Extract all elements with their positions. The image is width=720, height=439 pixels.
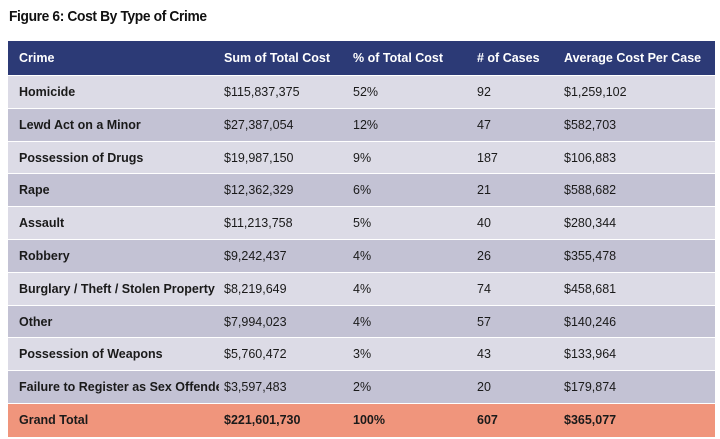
sum-cost-cell: $8,219,649 bbox=[224, 281, 287, 296]
grand-total-average-cost: $365,077 bbox=[564, 412, 617, 427]
table-row: Rape $12,362,329 6% 21 $588,682 bbox=[8, 174, 715, 208]
sum-cost-cell: $11,213,758 bbox=[224, 216, 293, 231]
grand-total-row: Grand Total $221,601,730 100% 607 $365,0… bbox=[8, 403, 715, 437]
sum-cost-cell: $27,387,054 bbox=[224, 117, 294, 132]
cases-cell: 187 bbox=[477, 150, 498, 165]
percent-cell: 4% bbox=[353, 314, 372, 329]
table-header-row: Crime Sum of Total Cost % of Total Cost … bbox=[8, 41, 715, 76]
crime-cell: Homicide bbox=[19, 85, 76, 99]
cases-cell: 74 bbox=[477, 281, 491, 296]
percent-cell: 3% bbox=[353, 347, 372, 362]
figure-title: Figure 6: Cost By Type of Crime bbox=[9, 8, 207, 25]
cases-cell: 43 bbox=[477, 347, 491, 362]
sum-cost-cell: $19,987,150 bbox=[224, 150, 294, 165]
percent-cell: 52% bbox=[353, 85, 379, 99]
percent-cell: 5% bbox=[353, 216, 372, 231]
cases-cell: 92 bbox=[477, 85, 491, 99]
sum-cost-cell: $7,994,023 bbox=[224, 314, 287, 329]
average-cost-cell: $133,964 bbox=[564, 347, 617, 362]
cases-cell: 47 bbox=[477, 117, 491, 132]
table-row: Assault $11,213,758 5% 40 $280,344 bbox=[8, 207, 715, 240]
header-sum-total-cost: Sum of Total Cost bbox=[224, 51, 331, 65]
crime-cell: Lewd Act on a Minor bbox=[19, 117, 141, 132]
table-row: Possession of Weapons $5,760,472 3% 43 $… bbox=[8, 338, 715, 372]
crime-cell: Possession of Weapons bbox=[19, 347, 163, 362]
percent-cell: 4% bbox=[353, 281, 372, 296]
percent-cell: 2% bbox=[353, 380, 372, 395]
table-row: Possession of Drugs $19,987,150 9% 187 $… bbox=[8, 141, 715, 175]
crime-cell: Assault bbox=[19, 216, 65, 231]
crime-cell: Failure to Register as Sex Offender bbox=[19, 380, 219, 395]
sum-cost-cell: $115,837,375 bbox=[224, 85, 300, 99]
cases-cell: 57 bbox=[477, 314, 491, 329]
table-row: Other $7,994,023 4% 57 $140,246 bbox=[8, 305, 715, 339]
table-row: Robbery $9,242,437 4% 26 $355,478 bbox=[8, 239, 715, 273]
percent-cell: 6% bbox=[353, 183, 372, 198]
table-row: Burglary / Theft / Stolen Property $8,21… bbox=[8, 272, 715, 306]
average-cost-cell: $140,246 bbox=[564, 314, 617, 329]
sum-cost-cell: $5,760,472 bbox=[224, 347, 287, 362]
table-row: Lewd Act on a Minor $27,387,054 12% 47 $… bbox=[8, 108, 715, 142]
crime-cell: Possession of Drugs bbox=[19, 150, 144, 165]
cases-cell: 40 bbox=[477, 216, 491, 231]
sum-cost-cell: $9,242,437 bbox=[224, 248, 287, 263]
average-cost-cell: $179,874 bbox=[564, 380, 617, 395]
crime-cell: Robbery bbox=[19, 248, 70, 263]
header-percent-total-cost: % of Total Cost bbox=[353, 51, 444, 65]
average-cost-cell: $355,478 bbox=[564, 248, 617, 263]
grand-total-percent: 100% bbox=[353, 412, 385, 427]
crime-cell: Rape bbox=[19, 183, 50, 198]
grand-total-sum-cost: $221,601,730 bbox=[224, 412, 301, 427]
sum-cost-cell: $12,362,329 bbox=[224, 183, 294, 198]
average-cost-cell: $582,703 bbox=[564, 117, 617, 132]
cost-table: Crime Sum of Total Cost % of Total Cost … bbox=[8, 41, 715, 437]
header-average-cost-per-case: Average Cost Per Case bbox=[564, 51, 702, 65]
crime-cell: Burglary / Theft / Stolen Property bbox=[19, 281, 215, 296]
table-row: Failure to Register as Sex Offender $3,5… bbox=[8, 371, 715, 404]
grand-total-label: Grand Total bbox=[19, 412, 89, 427]
cases-cell: 21 bbox=[477, 183, 491, 198]
cases-cell: 26 bbox=[477, 248, 491, 263]
grand-total-cases: 607 bbox=[477, 412, 498, 427]
average-cost-cell: $280,344 bbox=[564, 216, 617, 231]
crime-cell: Other bbox=[19, 314, 53, 329]
sum-cost-cell: $3,597,483 bbox=[224, 380, 287, 395]
average-cost-cell: $588,682 bbox=[564, 183, 617, 198]
percent-cell: 12% bbox=[353, 117, 379, 132]
average-cost-cell: $458,681 bbox=[564, 281, 617, 296]
percent-cell: 4% bbox=[353, 248, 372, 263]
average-cost-cell: $106,883 bbox=[564, 150, 617, 165]
average-cost-cell: $1,259,102 bbox=[564, 85, 627, 99]
table-row: Homicide $115,837,375 52% 92 $1,259,102 bbox=[8, 76, 715, 109]
header-crime: Crime bbox=[19, 51, 55, 65]
percent-cell: 9% bbox=[353, 150, 372, 165]
cases-cell: 20 bbox=[477, 380, 491, 395]
header-number-of-cases: # of Cases bbox=[477, 51, 540, 65]
